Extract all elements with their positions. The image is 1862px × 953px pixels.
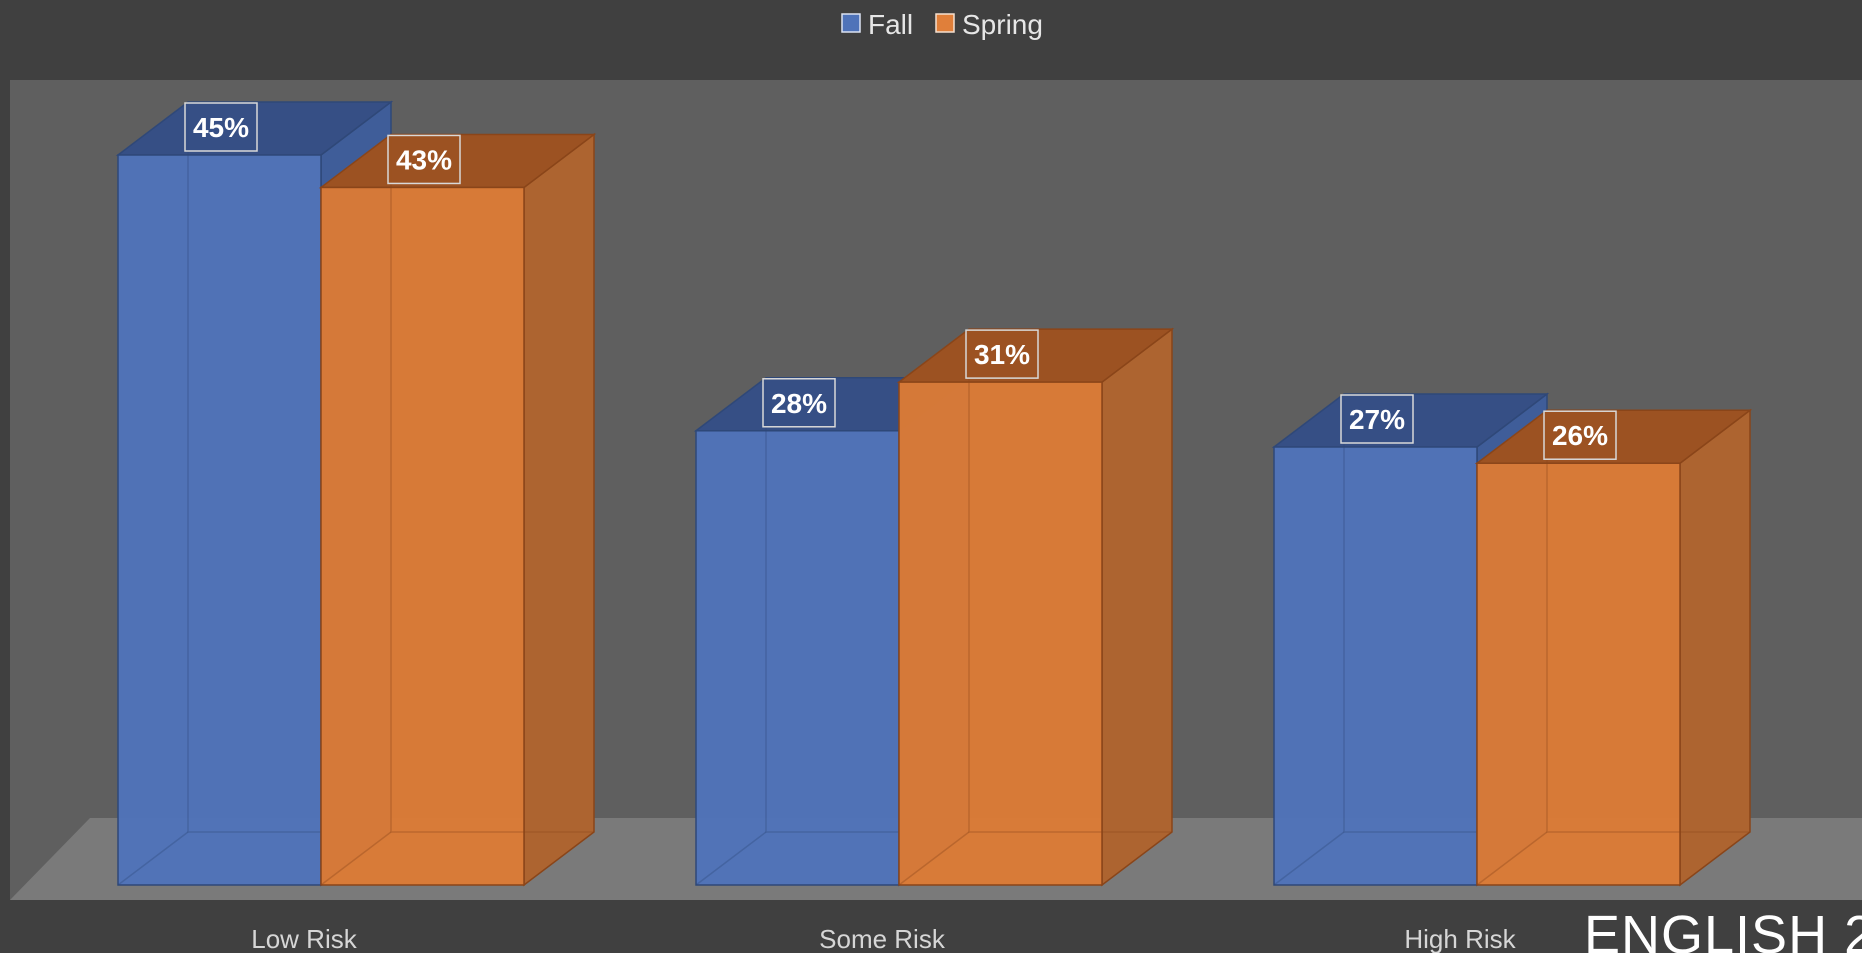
bar-inner-edge — [1273, 831, 1345, 886]
bar-inner-edge — [898, 831, 970, 886]
data-label-spring-some-risk: 31% — [965, 329, 1039, 379]
data-label-text: 43% — [396, 144, 452, 175]
bar-inner-edge — [117, 831, 189, 886]
bar-spring-some-risk — [896, 327, 1175, 887]
bar-inner-edge — [968, 329, 1172, 833]
bar-inner-edge — [320, 831, 392, 886]
category-label-some-risk: Some Risk — [819, 924, 946, 953]
bar-inner-edge — [1476, 831, 1548, 886]
legend-swatch-spring — [935, 13, 955, 33]
bar-side — [523, 132, 595, 887]
bar-inner-edge — [1546, 410, 1750, 833]
data-label-box — [184, 102, 258, 152]
bar-front — [320, 186, 525, 886]
data-label-text: 31% — [974, 339, 1030, 370]
data-label-text: 26% — [1552, 420, 1608, 451]
bar-inner-edge — [390, 134, 594, 833]
data-label-fall-high-risk: 27% — [1340, 394, 1414, 444]
data-label-box — [387, 134, 461, 185]
bar-front — [1273, 446, 1478, 886]
bar-front — [695, 430, 900, 886]
data-label-text: 27% — [1349, 404, 1405, 435]
bar-front — [1476, 462, 1681, 886]
bar-spring-high-risk — [1474, 408, 1753, 887]
bars-layer — [115, 100, 1753, 887]
data-label-box — [1340, 394, 1414, 444]
category-label-low-risk: Low Risk — [251, 924, 357, 953]
data-label-spring-low-risk: 43% — [387, 134, 461, 185]
data-label-spring-high-risk: 26% — [1543, 410, 1617, 460]
corner-heading: ENGLISH 20 — [1584, 905, 1862, 953]
data-labels-layer: 45% 43% 28% 31% 27% 26% — [184, 102, 1617, 460]
data-label-fall-some-risk: 28% — [762, 378, 836, 428]
legend-label-fall: Fall — [868, 9, 913, 40]
bar-inner-edge — [695, 831, 767, 886]
legend-swatch-fall — [841, 13, 861, 33]
data-label-text: 28% — [771, 388, 827, 419]
data-label-box — [762, 378, 836, 428]
legend-label-spring: Spring — [962, 9, 1043, 40]
bar-front — [117, 154, 322, 886]
bar-side — [1101, 327, 1173, 887]
data-label-fall-low-risk: 45% — [184, 102, 258, 152]
data-label-box — [1543, 410, 1617, 460]
data-label-text: 45% — [193, 112, 249, 143]
data-label-box — [965, 329, 1039, 379]
bar-side — [1679, 408, 1751, 887]
category-label-high-risk: High Risk — [1404, 924, 1516, 953]
bar-spring-low-risk — [318, 132, 597, 887]
bar-front — [898, 381, 1103, 886]
legend: Fall Spring — [841, 9, 1043, 40]
